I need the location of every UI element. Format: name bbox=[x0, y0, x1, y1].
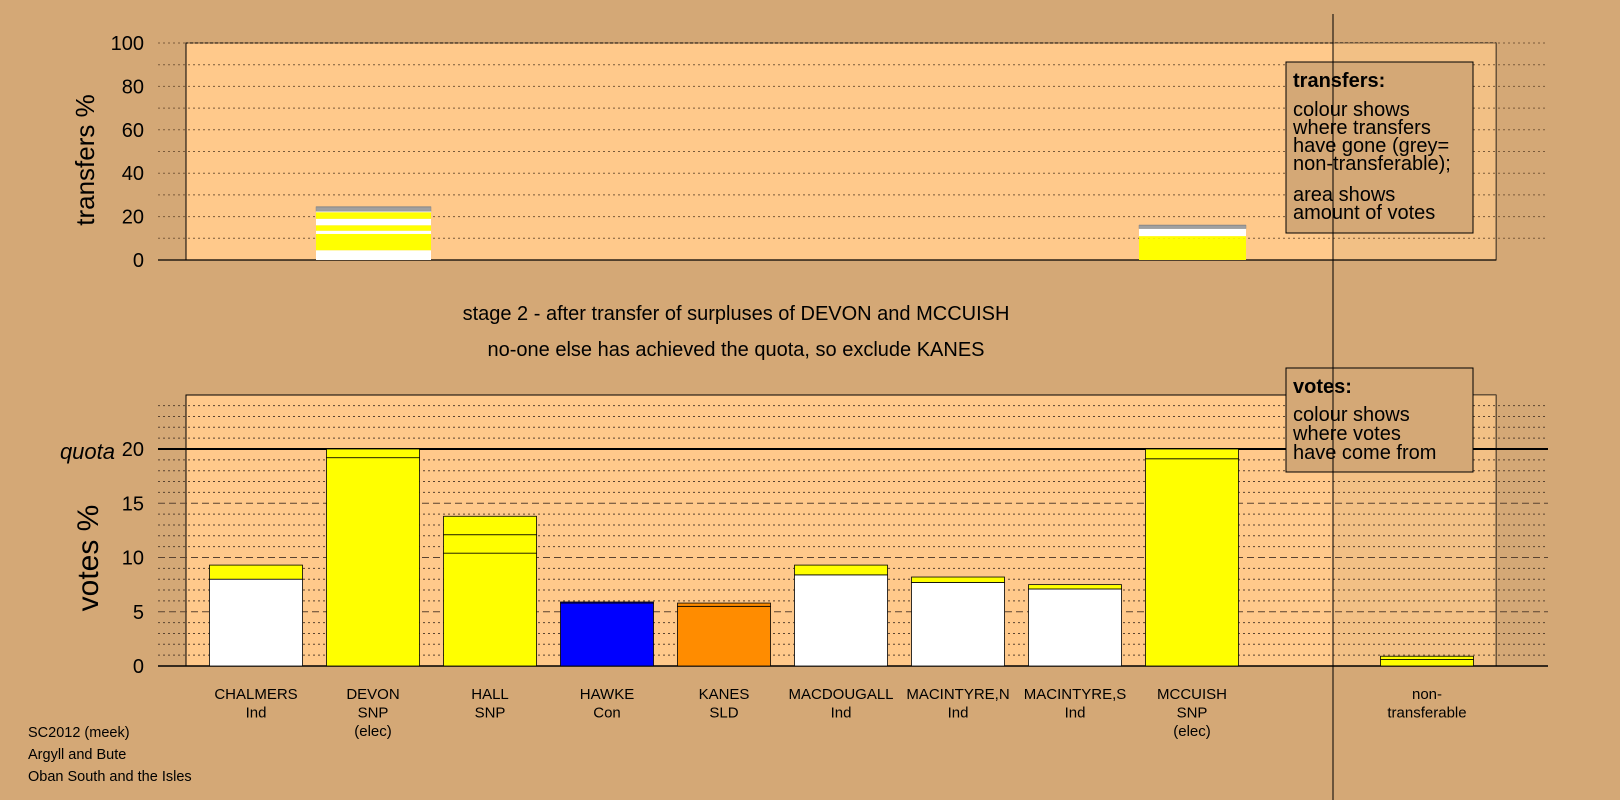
x-category-label: HAWKE bbox=[580, 686, 634, 703]
x-party-label: Ind bbox=[1065, 705, 1086, 722]
top-y-tick-label: 20 bbox=[122, 207, 144, 229]
x-note-label: (elec) bbox=[354, 723, 392, 740]
bottom-bar-segment bbox=[443, 534, 537, 554]
legend-transfers: transfers: colour shows where transfers … bbox=[1285, 61, 1474, 234]
x-party-label: Con bbox=[593, 705, 621, 722]
legend-transfers-line-3: have gone (grey= bbox=[1293, 135, 1449, 157]
bottom-bar-segment bbox=[794, 574, 888, 667]
bottom-bar-segment bbox=[1145, 458, 1239, 667]
top-bar-segment bbox=[1139, 236, 1246, 239]
legend-transfers-line-1: colour shows bbox=[1293, 99, 1410, 121]
top-bar-segment bbox=[315, 206, 432, 212]
legend-transfers-line-5: area shows bbox=[1293, 184, 1395, 206]
x-category-label: MACINTYRE,S bbox=[1024, 686, 1127, 703]
footer-ward: Oban South and the Isles bbox=[28, 769, 192, 785]
bottom-bar-segment bbox=[443, 515, 537, 536]
bottom-bar-segment bbox=[1145, 448, 1239, 460]
x-party-label: transferable bbox=[1387, 705, 1466, 722]
top-y-tick-label: 80 bbox=[122, 76, 144, 98]
x-note-label: (elec) bbox=[1173, 723, 1211, 740]
top-bar-segment bbox=[316, 211, 431, 213]
x-party-label: SNP bbox=[475, 705, 506, 722]
top-bar-segment bbox=[316, 218, 431, 226]
footer: SC2012 (meek) Argyll and Bute Oban South… bbox=[28, 722, 192, 788]
legend-transfers-title: transfers: bbox=[1293, 70, 1385, 92]
bottom-y-tick-label: 20 bbox=[122, 439, 144, 461]
x-category-label: DEVON bbox=[346, 686, 399, 703]
bottom-bar-segment bbox=[1380, 659, 1474, 667]
bottom-bar-segment bbox=[326, 457, 420, 667]
bottom-y-tick-label: 10 bbox=[122, 548, 144, 570]
footer-council: Argyll and Bute bbox=[28, 747, 127, 763]
top-bar-segment bbox=[1139, 238, 1246, 260]
top-bar-segment bbox=[316, 212, 431, 219]
legend-transfers-line-6: amount of votes bbox=[1293, 202, 1435, 224]
bottom-bar-segment bbox=[560, 602, 654, 667]
top-bar-segment bbox=[316, 250, 431, 260]
x-category-label: MACINTYRE,N bbox=[906, 686, 1009, 703]
bottom-bar-segment bbox=[326, 448, 420, 459]
legend-transfers-line-4: non-transferable); bbox=[1293, 153, 1451, 175]
stage-line-2: no-one else has achieved the quota, so e… bbox=[488, 339, 985, 361]
x-party-label: Ind bbox=[831, 705, 852, 722]
x-party-label: Ind bbox=[246, 705, 267, 722]
bottom-bar-segment bbox=[1028, 584, 1122, 590]
x-category-label: KANES bbox=[699, 686, 750, 703]
stage-line-1: stage 2 - after transfer of surpluses of… bbox=[463, 303, 1010, 325]
x-category-label: non- bbox=[1412, 686, 1442, 703]
bottom-bar-segment bbox=[911, 582, 1005, 667]
x-category-label: CHALMERS bbox=[214, 686, 297, 703]
bottom-bar-segment bbox=[677, 605, 771, 667]
bottom-bar-segment bbox=[911, 576, 1005, 583]
x-category-label: MACDOUGALL bbox=[788, 686, 893, 703]
x-party-label: Ind bbox=[948, 705, 969, 722]
top-y-tick-label: 60 bbox=[122, 120, 144, 142]
top-y-axis-label: transfers % bbox=[70, 94, 100, 226]
legend-votes-line-2: where votes bbox=[1292, 423, 1401, 445]
top-y-tick-label: 100 bbox=[111, 33, 144, 55]
bottom-y-tick-label: 0 bbox=[133, 656, 144, 678]
bottom-y-tick-label: 5 bbox=[133, 602, 144, 624]
top-y-tick-label: 40 bbox=[122, 163, 144, 185]
legend-votes-line-3: have come from bbox=[1293, 442, 1436, 464]
top-bar-segment bbox=[1139, 228, 1246, 237]
top-bar-segment bbox=[316, 246, 431, 251]
bottom-bar-segment bbox=[677, 602, 771, 607]
bottom-bar-segment bbox=[560, 601, 654, 604]
legend-votes-title: votes: bbox=[1293, 376, 1352, 398]
bottom-bar-segment bbox=[209, 578, 303, 667]
x-category-label: MCCUISH bbox=[1157, 686, 1227, 703]
bottom-bar-segment bbox=[209, 564, 303, 580]
top-bar-segment bbox=[316, 233, 431, 247]
top-y-tick-label: 0 bbox=[133, 250, 144, 272]
bottom-bar-segment bbox=[794, 564, 888, 576]
bottom-bar-segment bbox=[1380, 655, 1474, 660]
top-bar-segment bbox=[316, 230, 431, 234]
bottom-bar-segment bbox=[1028, 588, 1122, 667]
footer-election: SC2012 (meek) bbox=[28, 725, 130, 741]
legend-votes-line-1: colour shows bbox=[1293, 404, 1410, 426]
x-party-label: SNP bbox=[358, 705, 389, 722]
quota-label: quota bbox=[60, 439, 115, 464]
x-party-label: SLD bbox=[709, 705, 738, 722]
bottom-bar-segment bbox=[443, 552, 537, 667]
legend-votes: votes: colour shows where votes have com… bbox=[1285, 367, 1474, 473]
bottom-y-tick-label: 15 bbox=[122, 493, 144, 515]
x-party-label: SNP bbox=[1177, 705, 1208, 722]
x-category-label: HALL bbox=[471, 686, 509, 703]
bottom-y-axis-label: votes % bbox=[72, 505, 105, 612]
legend-transfers-line-2: where transfers bbox=[1292, 117, 1431, 139]
top-bar-segment bbox=[316, 225, 431, 231]
